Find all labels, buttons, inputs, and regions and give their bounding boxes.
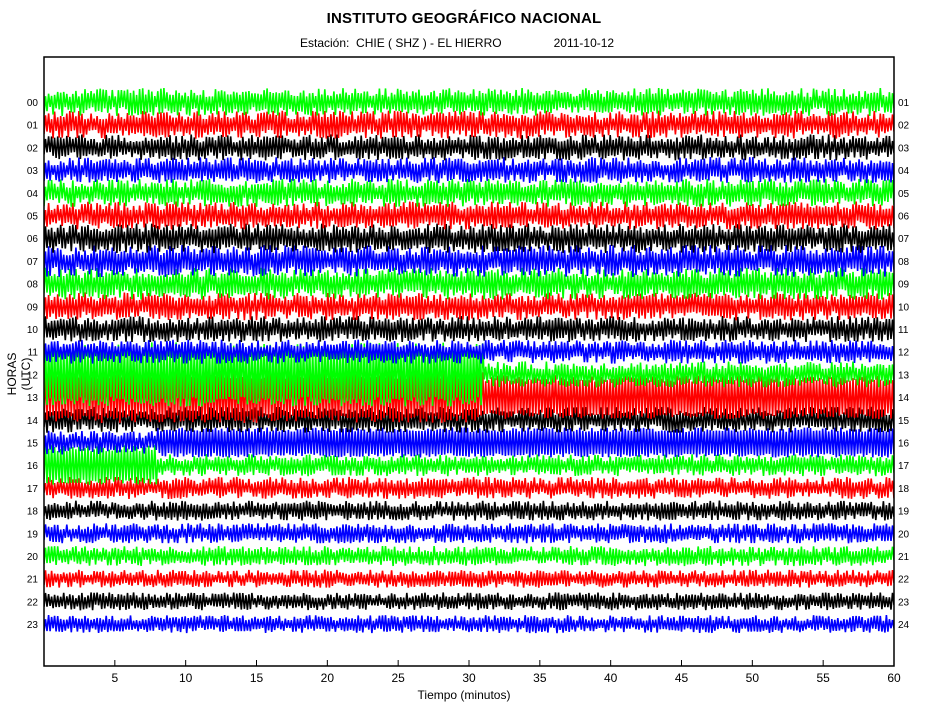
hour-trace-03 — [44, 157, 894, 184]
left-hour-label: 16 — [27, 461, 39, 472]
x-axis-label: Tiempo (minutos) — [417, 688, 511, 702]
hour-trace-21 — [44, 569, 894, 588]
x-axis-ticks: 5 10 15 20 25 30 35 40 45 50 55 60 — [111, 660, 901, 685]
hour-trace-12 — [44, 342, 894, 407]
right-hour-label: 04 — [898, 166, 910, 177]
hour-trace-14 — [44, 406, 894, 433]
left-hour-label: 04 — [27, 189, 39, 200]
record-date: 2011-10-12 — [553, 36, 615, 50]
right-hour-label: 14 — [898, 393, 910, 404]
hour-trace-22 — [44, 592, 894, 611]
x-tick-label: 35 — [533, 671, 547, 685]
right-hour-label: 19 — [898, 507, 910, 518]
left-hour-label: 02 — [27, 143, 39, 154]
left-hour-label: 03 — [27, 166, 39, 177]
hour-trace-02 — [44, 134, 894, 161]
right-hour-label: 17 — [898, 461, 910, 472]
right-hour-label: 21 — [898, 552, 910, 563]
x-tick-label: 30 — [462, 671, 476, 685]
right-hour-label: 12 — [898, 348, 910, 359]
left-hour-label: 01 — [27, 121, 39, 132]
hour-trace-04 — [44, 178, 894, 207]
left-hour-label: 05 — [27, 212, 39, 223]
hour-trace-01 — [44, 110, 894, 139]
right-hour-label: 13 — [898, 370, 910, 381]
hour-trace-09 — [44, 292, 894, 321]
left-hour-label: 14 — [27, 416, 39, 427]
x-tick-label: 10 — [179, 671, 193, 685]
right-hour-label: 02 — [898, 121, 910, 132]
left-hour-label: 17 — [27, 484, 39, 495]
right-hour-label: 06 — [898, 212, 910, 223]
chart-title: INSTITUTO GEOGRÁFICO NACIONAL — [326, 10, 602, 27]
x-tick-label: 60 — [887, 671, 901, 685]
left-hour-label: 10 — [27, 325, 39, 336]
left-hour-label: 13 — [27, 393, 39, 404]
left-hour-label: 11 — [28, 348, 39, 359]
right-hour-label: 05 — [898, 189, 910, 200]
hour-trace-00 — [44, 87, 894, 117]
hour-trace-16 — [44, 445, 894, 485]
left-hour-label: 22 — [27, 597, 39, 608]
left-hour-label: 19 — [27, 529, 39, 540]
x-tick-label: 40 — [604, 671, 618, 685]
hour-trace-05 — [44, 201, 894, 230]
right-hour-label: 20 — [898, 529, 910, 540]
hour-trace-11 — [44, 339, 894, 364]
hour-trace-08 — [44, 267, 894, 300]
right-hour-labels: 01 02 03 04 05 06 07 08 09 10 11 12 13 14 15 16 17 18 19 20… — [898, 98, 910, 631]
right-hour-label: 16 — [898, 439, 910, 450]
station-label: Estación: — [300, 36, 350, 50]
x-tick-label: 20 — [321, 671, 335, 685]
x-tick-label: 55 — [816, 671, 830, 685]
right-hour-label: 15 — [898, 416, 910, 427]
hour-trace-07 — [44, 244, 894, 277]
seismic-traces — [44, 87, 894, 634]
left-hour-label: 06 — [27, 234, 39, 245]
station-name: CHIE ( SHZ ) - EL HIERRO — [356, 36, 502, 50]
right-hour-label: 24 — [898, 620, 910, 631]
right-hour-label: 07 — [898, 234, 910, 245]
left-hour-label: 18 — [27, 507, 39, 518]
left-hour-label: 23 — [27, 620, 39, 631]
left-hour-label: 08 — [27, 280, 39, 291]
right-hour-label: 10 — [898, 302, 910, 313]
x-tick-label: 45 — [675, 671, 689, 685]
left-hour-label: 07 — [27, 257, 39, 268]
left-hour-label: 21 — [27, 575, 39, 586]
x-tick-label: 25 — [391, 671, 405, 685]
hour-trace-06 — [44, 223, 894, 254]
hour-trace-19 — [44, 523, 894, 544]
left-hour-label: 20 — [27, 552, 39, 563]
right-hour-label: 23 — [898, 597, 910, 608]
hour-trace-17 — [44, 476, 894, 499]
right-hour-label: 01 — [898, 98, 910, 109]
hour-trace-10 — [44, 315, 894, 343]
chart-subtitle: Estación: CHIE ( SHZ ) - EL HIERRO 2011-1… — [300, 36, 614, 50]
left-hour-label: 15 — [27, 439, 39, 450]
right-hour-label: 18 — [898, 484, 910, 495]
left-hour-labels: 00 01 02 03 04 05 06 07 08 09 10 11 12 13 14 15 16 17 18 19… — [27, 98, 39, 631]
right-hour-label: 11 — [898, 325, 909, 336]
left-hour-label: 12 — [27, 370, 39, 381]
left-hour-label: 09 — [27, 302, 39, 313]
right-hour-label: 08 — [898, 257, 910, 268]
hour-trace-23 — [44, 615, 894, 634]
hour-trace-18 — [44, 500, 894, 521]
x-tick-label: 50 — [746, 671, 760, 685]
x-tick-label: 5 — [111, 671, 118, 685]
hour-trace-15 — [44, 427, 894, 458]
hour-trace-20 — [44, 546, 894, 567]
left-hour-label: 00 — [27, 98, 39, 109]
right-hour-label: 03 — [898, 143, 910, 154]
right-hour-label: 09 — [898, 280, 910, 291]
right-hour-label: 22 — [898, 575, 910, 586]
x-tick-label: 15 — [250, 671, 264, 685]
